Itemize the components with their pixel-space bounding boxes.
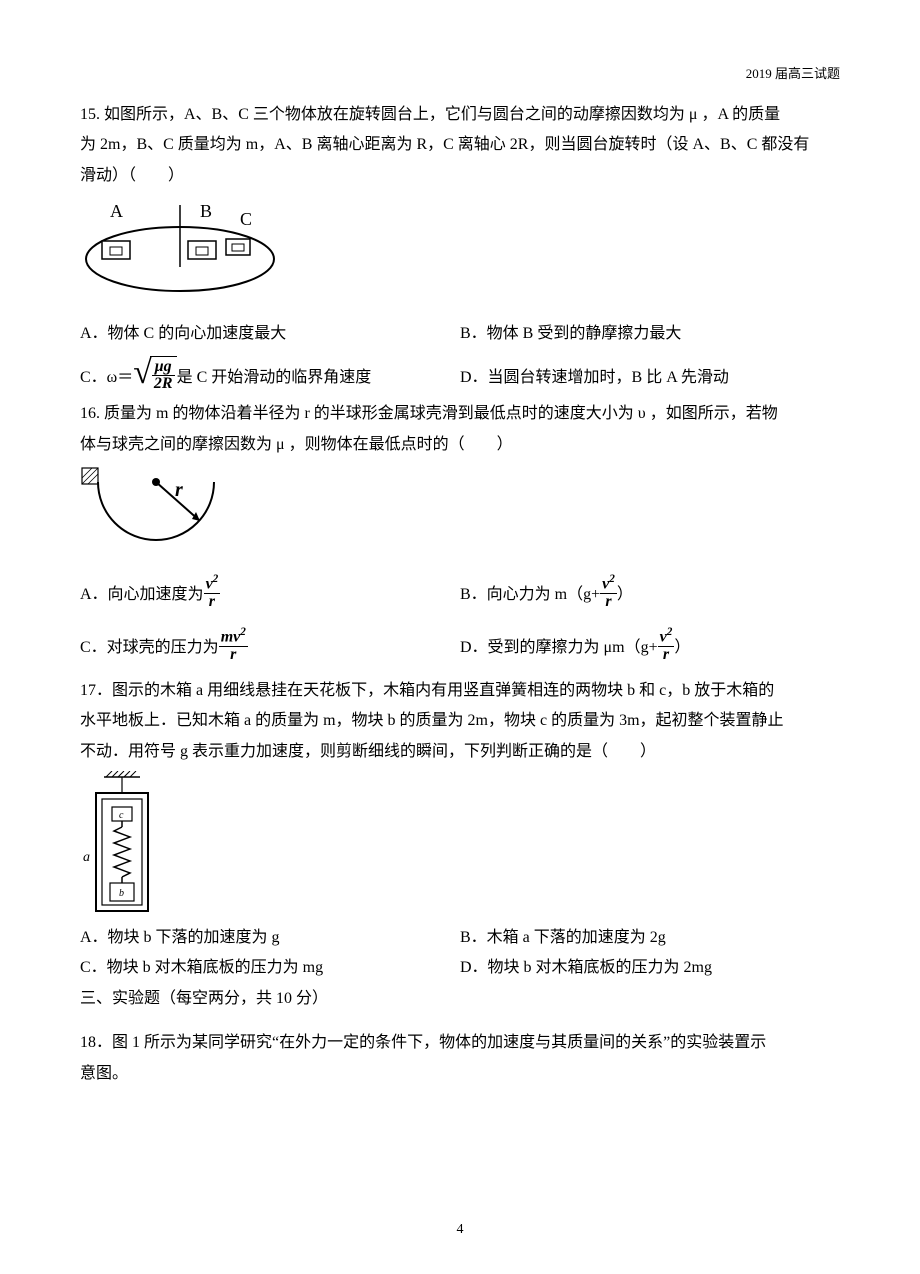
q16-option-d: D．受到的摩擦力为 μm（g+ ν2 r ） (460, 627, 840, 664)
q15-option-a: A．物体 C 的向心加速度最大 (80, 319, 460, 349)
q16-option-c: C．对球壳的压力为 mν2 r (80, 627, 460, 664)
q15-option-b: B．物体 B 受到的静摩擦力最大 (460, 319, 840, 349)
q15-figure: A B C (80, 197, 840, 317)
q16-stem-l2: 体与球壳之间的摩擦因数为 μ ，则物体在最低点时的（ ） (80, 430, 840, 460)
page-number: 4 (0, 1217, 920, 1244)
q15-option-c-post: 是 C 开始滑动的临界角速度 (177, 363, 372, 393)
q16-options-row1: A．向心加速度为 ν2 r B．向心力为 m（g+ ν2 r ） (80, 574, 840, 611)
q17-option-c: C．物块 b 对木箱底板的压力为 mg (80, 953, 460, 983)
q16-option-d-post: ） (674, 633, 690, 663)
q16-option-b-pre: B．向心力为 m（g+ (460, 580, 600, 610)
q17-stem-l2: 水平地板上．已知木箱 a 的质量为 m，物块 b 的质量为 2m，物块 c 的质… (80, 706, 840, 736)
q16-option-a-pre: A．向心加速度为 (80, 580, 204, 610)
q16-option-b: B．向心力为 m（g+ ν2 r ） (460, 574, 840, 611)
q18-stem-l2: 意图。 (80, 1059, 840, 1089)
q17-options-row2: C．物块 b 对木箱底板的压力为 mg D．物块 b 对木箱底板的压力为 2mg (80, 953, 840, 983)
q15-option-c-pre: C．ω＝ (80, 363, 133, 393)
q18-stem-l1: 18．图 1 所示为某同学研究“在外力一定的条件下，物体的加速度与其质量间的关系… (80, 1028, 840, 1058)
q15-frac-den: 2R (152, 376, 175, 393)
page-root: 2019 届高三试题 15. 如图所示，A、B、C 三个物体放在旋转圆台上，它们… (0, 0, 920, 1274)
q15-stem-l2: 为 2m，B、C 质量均为 m，A、B 离轴心距离为 R，C 离轴心 2R，则当… (80, 130, 840, 160)
q15-options-row1: A．物体 C 的向心加速度最大 B．物体 B 受到的静摩擦力最大 (80, 319, 840, 349)
q15-fig-label-c: C (240, 209, 252, 229)
q17-fig-b: b (119, 888, 124, 899)
q16-stem-l1: 16. 质量为 m 的物体沿着半径为 r 的半球形金属球壳滑到最低点时的速度大小… (80, 399, 840, 429)
q16-fig-r: r (175, 479, 183, 501)
q15-option-c: C．ω＝ √ μg 2R 是 C 开始滑动的临界角速度 (80, 356, 460, 394)
q17-option-b: B．木箱 a 下落的加速度为 2g (460, 923, 840, 953)
q17-figure: a c b (80, 771, 840, 921)
q17-fig-c: c (119, 810, 124, 821)
q15-fig-label-b: B (200, 201, 212, 221)
section3-title: 三、实验题（每空两分，共 10 分） (80, 984, 840, 1014)
q17-option-a: A．物块 b 下落的加速度为 g (80, 923, 460, 953)
q17-stem-l3: 不动．用符号 g 表示重力加速度，则剪断细线的瞬间，下列判断正确的是（ ） (80, 737, 840, 767)
sqrt-icon: √ μg 2R (133, 356, 176, 394)
q15-option-d: D．当圆台转速增加时，B 比 A 先滑动 (460, 363, 840, 393)
q15-stem-l1: 15. 如图所示，A、B、C 三个物体放在旋转圆台上，它们与圆台之间的动摩擦因数… (80, 100, 840, 130)
content: 15. 如图所示，A、B、C 三个物体放在旋转圆台上，它们与圆台之间的动摩擦因数… (80, 100, 840, 1089)
q16-option-b-post: ） (617, 580, 633, 610)
header-note: 2019 届高三试题 (746, 62, 840, 87)
q17-option-d: D．物块 b 对木箱底板的压力为 2mg (460, 953, 840, 983)
q16-figure: r (80, 466, 840, 566)
q16-options-row2: C．对球壳的压力为 mν2 r D．受到的摩擦力为 μm（g+ ν2 r ） (80, 627, 840, 664)
q15-fig-label-a: A (110, 201, 123, 221)
q15-stem-l3: 滑动）（ ） (80, 161, 840, 191)
q16-option-d-pre: D．受到的摩擦力为 μm（g+ (460, 633, 658, 663)
q17-options-row1: A．物块 b 下落的加速度为 g B．木箱 a 下落的加速度为 2g (80, 923, 840, 953)
q15-frac-num: μg (152, 359, 175, 377)
q16-option-c-pre: C．对球壳的压力为 (80, 633, 219, 663)
q17-stem-l1: 17．图示的木箱 a 用细线悬挂在天花板下，木箱内有用竖直弹簧相连的两物块 b … (80, 676, 840, 706)
q16-option-a: A．向心加速度为 ν2 r (80, 574, 460, 611)
q15-options-row2: C．ω＝ √ μg 2R 是 C 开始滑动的临界角速度 D．当圆台转速增加时，B… (80, 356, 840, 394)
q17-fig-a: a (83, 850, 90, 865)
